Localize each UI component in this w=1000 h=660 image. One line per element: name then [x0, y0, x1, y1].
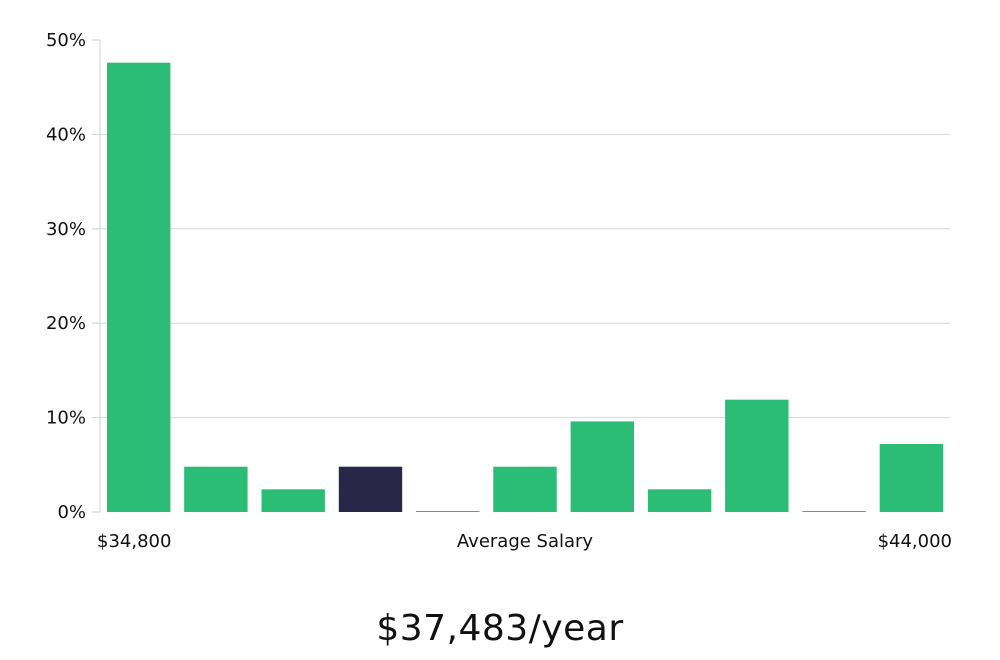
average-salary-value: $37,483/year [376, 608, 624, 649]
bar [261, 489, 325, 512]
y-axis-ticks: 0% 10% 20% 30% 40% 50% [46, 30, 100, 523]
y-tick-label: 30% [46, 219, 86, 240]
y-tick-label: 10% [46, 408, 86, 429]
bar [416, 511, 480, 512]
bar [647, 489, 712, 512]
y-tick-label: 20% [46, 313, 86, 334]
x-axis-min-label: $34,800 [97, 531, 171, 552]
salary-histogram: 0% 10% 20% 30% 40% 50% $34,800 Average Salary… [46, 30, 952, 552]
bar [493, 466, 557, 512]
bar-highlighted [338, 466, 403, 512]
x-axis-max-label: $44,000 [878, 531, 952, 552]
histogram-bars [107, 62, 944, 512]
bar [570, 421, 634, 512]
y-tick-label: 40% [46, 124, 86, 145]
x-axis-title: Average Salary [457, 531, 594, 552]
bar [107, 62, 171, 512]
y-tick-label: 0% [57, 502, 86, 523]
bar [725, 399, 789, 512]
bar [184, 466, 248, 512]
y-tick-label: 50% [46, 30, 86, 51]
gridlines [100, 133, 950, 419]
bar [879, 444, 944, 512]
bar [802, 511, 866, 512]
